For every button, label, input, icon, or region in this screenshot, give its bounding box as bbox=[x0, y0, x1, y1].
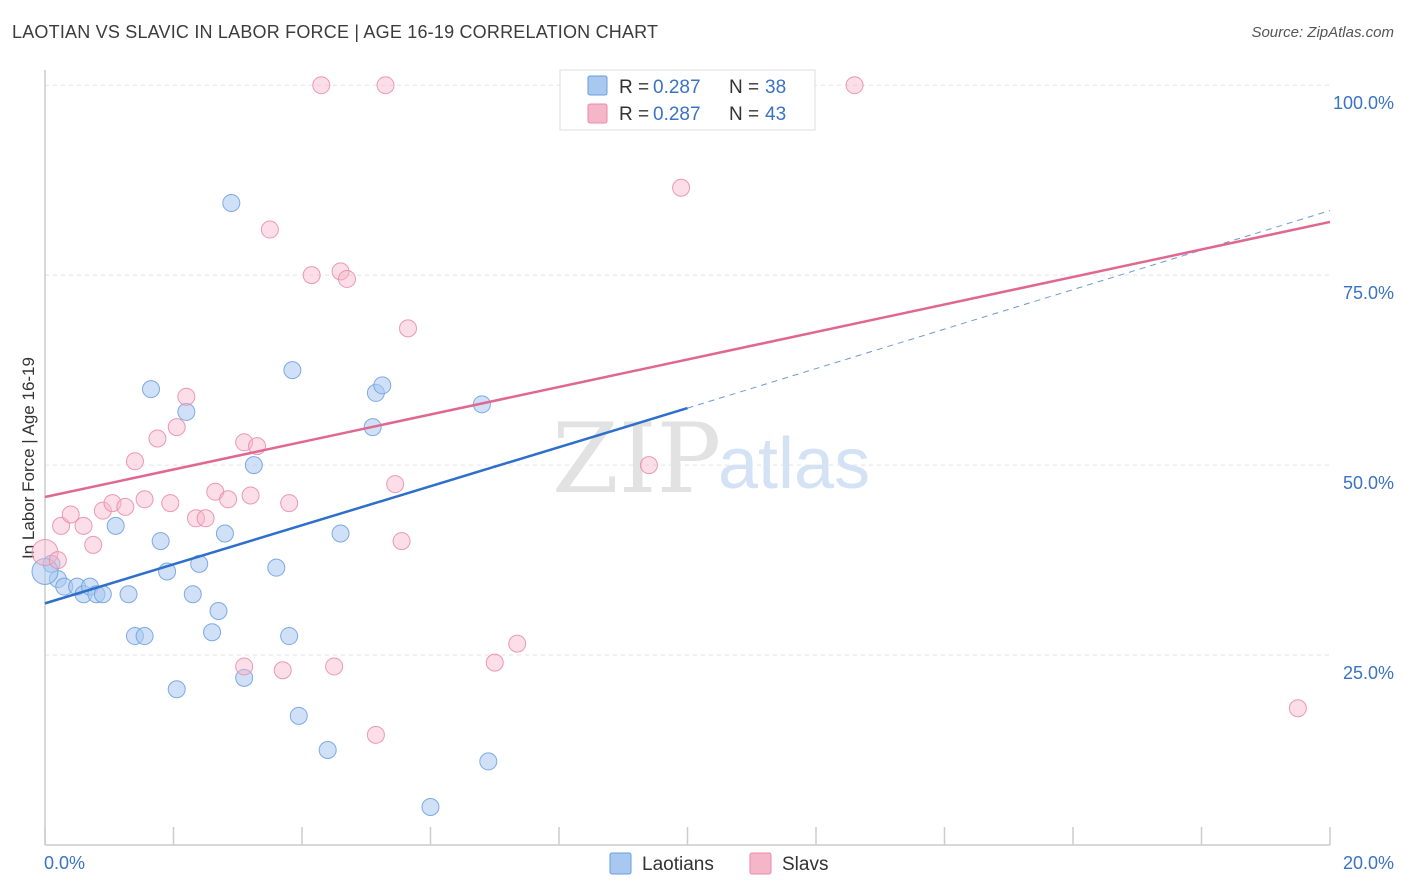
point-laotians bbox=[331, 524, 350, 543]
point-laotians bbox=[142, 380, 161, 399]
point-laotians bbox=[421, 798, 440, 817]
point-slavs bbox=[386, 475, 405, 494]
point-laotians bbox=[203, 623, 222, 642]
point-slavs bbox=[235, 657, 254, 676]
point-slavs bbox=[392, 532, 411, 551]
point-laotians bbox=[318, 741, 337, 760]
point-laotians bbox=[151, 532, 170, 551]
y-tick-label: 50.0% bbox=[1343, 473, 1394, 493]
point-laotians bbox=[244, 456, 263, 475]
point-laotians bbox=[479, 752, 498, 771]
point-slavs bbox=[845, 76, 864, 95]
x-ticks bbox=[44, 827, 1331, 845]
point-slavs bbox=[177, 387, 196, 406]
x-tick-label-min: 0.0% bbox=[44, 853, 85, 873]
point-slavs bbox=[48, 551, 67, 570]
x-tick-label-max: 20.0% bbox=[1343, 853, 1394, 873]
point-laotians bbox=[215, 524, 234, 543]
series-legend-label-laotians: Laotians bbox=[642, 854, 714, 875]
trend-line-laotians-extension bbox=[687, 210, 1331, 409]
point-slavs bbox=[125, 452, 144, 471]
legend-n-value-1: 43 bbox=[765, 104, 786, 125]
trend-lines bbox=[44, 210, 1331, 605]
point-slavs bbox=[135, 490, 154, 509]
point-slavs bbox=[148, 429, 167, 448]
point-slavs bbox=[1288, 699, 1307, 718]
y-tick-label: 100.0% bbox=[1333, 93, 1394, 113]
point-slavs bbox=[241, 486, 260, 505]
point-slavs bbox=[280, 494, 299, 513]
point-slavs bbox=[31, 538, 59, 566]
point-slavs bbox=[186, 509, 205, 528]
source-credit: Source: ZipAtlas.com bbox=[1251, 24, 1394, 41]
point-laotians bbox=[183, 585, 202, 604]
trend-line-slavs bbox=[44, 220, 1331, 499]
chart-title: LAOTIAN VS SLAVIC IN LABOR FORCE | AGE 1… bbox=[12, 22, 659, 42]
point-laotians bbox=[289, 706, 308, 725]
trend-line-laotians bbox=[44, 406, 688, 605]
point-slavs bbox=[312, 76, 331, 95]
series-legend-swatch-laotians bbox=[609, 852, 632, 875]
point-slavs bbox=[93, 501, 112, 520]
y-axis-label: In Labor Force | Age 16-19 bbox=[19, 357, 38, 559]
point-laotians bbox=[177, 402, 196, 421]
point-slavs bbox=[672, 178, 691, 197]
point-slavs bbox=[376, 76, 395, 95]
legend-r-value-1: 0.287 bbox=[653, 104, 701, 125]
point-slavs bbox=[260, 220, 279, 239]
watermark-atlas: atlas bbox=[718, 424, 870, 504]
point-laotians bbox=[167, 680, 186, 699]
point-laotians bbox=[119, 585, 138, 604]
series-legend-swatch-slavs bbox=[749, 852, 772, 875]
point-slavs bbox=[196, 509, 215, 528]
point-slavs bbox=[399, 319, 418, 338]
point-laotians bbox=[280, 627, 299, 646]
legend-n-value-0: 38 bbox=[765, 77, 786, 98]
watermark-zip: ZIP bbox=[552, 403, 721, 515]
point-slavs bbox=[508, 634, 527, 653]
legend-r-label-0: R = bbox=[619, 77, 649, 98]
point-slavs bbox=[61, 505, 80, 524]
point-laotians bbox=[222, 193, 241, 212]
legend-r-value-0: 0.287 bbox=[653, 77, 701, 98]
legend-n-label-1: N = bbox=[729, 104, 759, 125]
point-slavs bbox=[325, 657, 344, 676]
point-slavs bbox=[219, 490, 238, 509]
point-slavs bbox=[485, 653, 504, 672]
point-slavs bbox=[74, 516, 93, 535]
stats-legend: R = 0.287 N = 38 R = 0.287 N = 43 bbox=[559, 69, 816, 131]
point-laotians bbox=[267, 558, 286, 577]
legend-r-label-1: R = bbox=[619, 104, 649, 125]
series-legend: Laotians Slavs bbox=[609, 852, 828, 875]
point-slavs bbox=[273, 661, 292, 680]
point-slavs bbox=[302, 266, 321, 285]
legend-swatch-laotians bbox=[587, 75, 608, 96]
point-slavs bbox=[639, 456, 658, 475]
point-laotians bbox=[106, 516, 125, 535]
y-tick-label: 25.0% bbox=[1343, 663, 1394, 683]
point-slavs bbox=[337, 269, 356, 288]
legend-n-label-0: N = bbox=[729, 77, 759, 98]
point-laotians bbox=[373, 376, 392, 395]
point-laotians bbox=[283, 361, 302, 380]
point-slavs bbox=[116, 497, 135, 516]
point-slavs bbox=[167, 418, 186, 437]
point-slavs bbox=[331, 262, 350, 281]
y-tick-labels: 25.0% 50.0% 75.0% 100.0% bbox=[1333, 93, 1394, 683]
series-legend-label-slavs: Slavs bbox=[782, 854, 828, 875]
y-tick-label: 75.0% bbox=[1343, 283, 1394, 303]
gridlines bbox=[45, 84, 1330, 656]
point-laotians bbox=[135, 627, 154, 646]
point-slavs bbox=[84, 535, 103, 554]
point-slavs bbox=[366, 725, 385, 744]
point-laotians bbox=[209, 601, 228, 620]
point-slavs bbox=[161, 494, 180, 513]
legend-swatch-slavs bbox=[587, 103, 608, 124]
